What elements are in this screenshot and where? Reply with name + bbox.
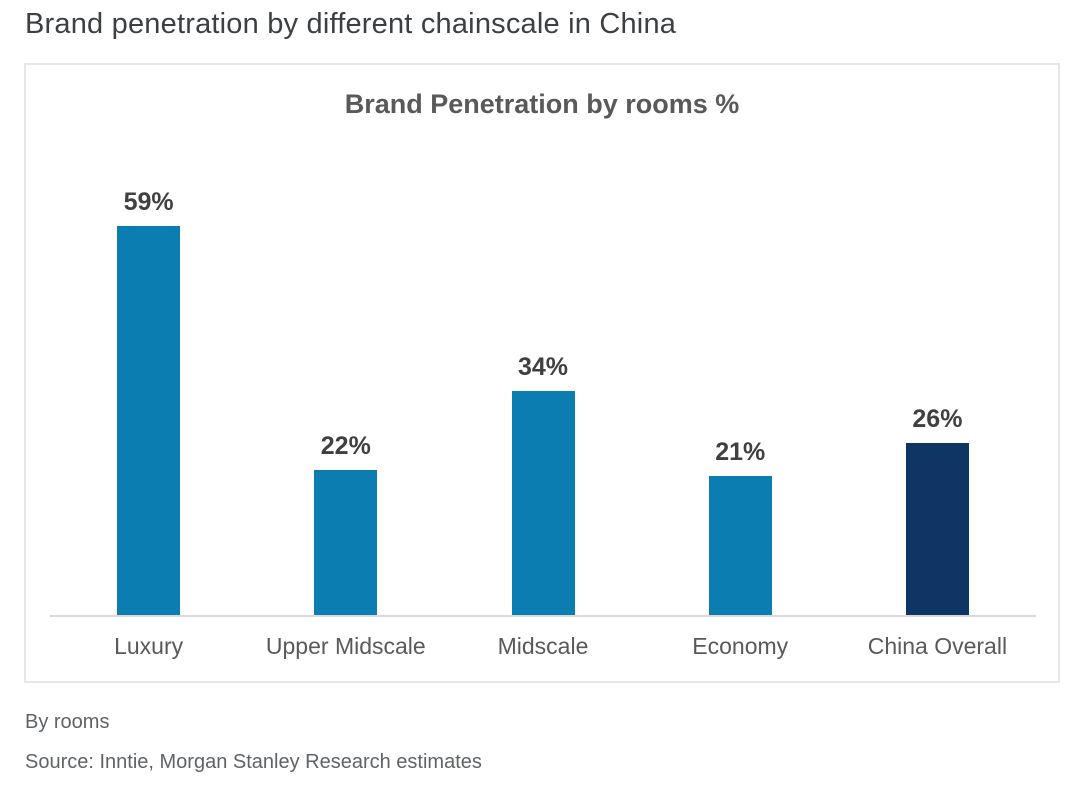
x-axis-label-upper-midscale: Upper Midscale (265, 633, 426, 659)
chart-source: Source: Inntie, Morgan Stanley Research … (25, 751, 482, 773)
bar-value-label: 59% (123, 188, 174, 216)
page-title: Brand penetration by different chainscal… (25, 8, 677, 40)
chart-title: Brand Penetration by rooms % (344, 89, 740, 119)
bar-value-label: 21% (715, 438, 766, 466)
bar-economy (708, 476, 772, 615)
x-axis-label-economy: Economy (692, 633, 789, 659)
bar-group-midscale: 34% (444, 353, 641, 615)
bar-group-upper-midscale: 22% (247, 432, 444, 615)
bar-value-label: 34% (517, 353, 569, 381)
plot-area: 59% 22% 34% 21% 26% (50, 142, 1036, 617)
chart-panel: Brand Penetration by rooms % 59% 22% 34% 21… (24, 63, 1060, 683)
bar-value-label: 26% (912, 405, 963, 433)
chart-footnote: By rooms (25, 711, 110, 733)
x-axis-labels: Luxury Upper Midscale Midscale Economy China… (50, 633, 1036, 677)
bar-group-economy: 21% (642, 438, 839, 615)
bar-china-overall (905, 443, 969, 615)
x-axis-label-midscale: Midscale (497, 633, 589, 659)
bar-group-luxury: 59% (50, 188, 247, 615)
bar-group-china-overall: 26% (839, 405, 1036, 615)
x-axis-label-china-overall: China Overall (867, 633, 1008, 659)
x-axis-label-luxury: Luxury (114, 633, 184, 659)
bar-luxury (117, 226, 181, 615)
bar-upper-midscale (314, 470, 378, 615)
bar-midscale (511, 391, 575, 615)
bar-value-label: 22% (320, 432, 371, 460)
